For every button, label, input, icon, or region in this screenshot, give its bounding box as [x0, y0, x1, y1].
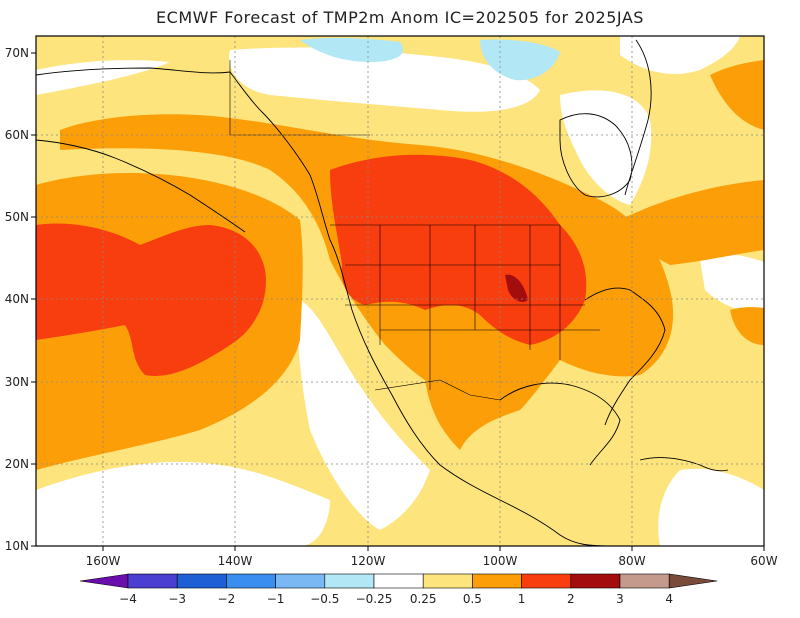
- coastlines: [36, 39, 729, 546]
- coastline-aleutian: [36, 139, 246, 233]
- colorbar-label: −3: [168, 592, 186, 606]
- lon-label: 120W: [351, 554, 386, 568]
- coastline-gulf: [499, 382, 621, 466]
- colorbar-swatch: [324, 573, 375, 589]
- lat-label: 20N: [5, 457, 29, 471]
- neutral-region-south-pacific: [36, 461, 330, 546]
- lat-label: 70N: [5, 46, 29, 60]
- colorbar-swatch: [422, 573, 473, 589]
- lon-label: 140W: [218, 554, 253, 568]
- graticule: [36, 36, 764, 546]
- colorbar-swatch: [373, 573, 424, 589]
- colorbar-label: −0.25: [356, 592, 393, 606]
- coastline-hudson-bay: [559, 113, 633, 198]
- coastline-atlantic: [584, 287, 666, 426]
- state-borders-vertical: [379, 225, 561, 390]
- neutral-region-arctic: [229, 47, 540, 112]
- colorbar-swatch: [472, 573, 522, 589]
- map-frame: [35, 35, 765, 547]
- state-borders-horizontal: [345, 264, 600, 331]
- colorbar-label: −0.5: [310, 592, 339, 606]
- lon-labels: 160W 140W 120W 100W 80W 60W: [86, 554, 778, 568]
- colorbar-swatch: [226, 573, 276, 589]
- axis-ticks: [31, 52, 765, 551]
- colorbar-label: 2: [567, 592, 575, 606]
- borders: [229, 60, 600, 401]
- warm-region-labrador: [710, 60, 764, 130]
- lat-label: 50N: [5, 210, 29, 224]
- anomaly-field: [36, 36, 764, 546]
- cool-region-arctic-1: [300, 37, 404, 62]
- colorbar-swatch: [275, 573, 326, 589]
- colorbar-swatch: [176, 573, 227, 589]
- colorbar-arrow-left: [79, 573, 129, 589]
- lat-label: 30N: [5, 375, 29, 389]
- lon-label: 160W: [86, 554, 121, 568]
- colorbar-label: −2: [218, 592, 236, 606]
- colorbar-swatch: [619, 573, 670, 589]
- neutral-region-baja: [298, 300, 430, 530]
- lon-label: 100W: [483, 554, 518, 568]
- warm-region-atlantic-east: [730, 307, 764, 345]
- lat-label: 40N: [5, 292, 29, 306]
- coastline-caribbean: [639, 457, 729, 472]
- neutral-region-atlantic-north: [700, 254, 764, 312]
- colorbar: −4 −3 −2 −1 −0.5 −0.25 0.25 0.5 1 2 3 4: [79, 573, 718, 606]
- colorbar-label: 1: [518, 592, 526, 606]
- warm-region-max: [505, 274, 528, 302]
- lon-label: 80W: [618, 554, 645, 568]
- colorbar-label: 0.25: [410, 592, 437, 606]
- colorbar-swatch: [521, 573, 572, 589]
- neutral-region-atlantic-south: [658, 468, 764, 546]
- map-title: ECMWF Forecast of TMP2m Anom IC=202505 f…: [156, 8, 644, 27]
- colorbar-label: −4: [119, 592, 137, 606]
- neutral-region-greenland: [620, 36, 740, 75]
- border-us-mexico: [374, 379, 501, 401]
- lat-labels: 70N 60N 50N 40N 30N 20N 10N: [5, 46, 29, 553]
- colorbar-label: 3: [616, 592, 624, 606]
- coastline-pacific: [36, 67, 611, 546]
- warm-region-pacific-core: [36, 223, 266, 376]
- coastline-greenland-west: [624, 39, 652, 196]
- cool-region-arctic-2: [480, 39, 560, 81]
- warm-region-northeast: [620, 180, 764, 265]
- colorbar-label: 0.5: [463, 592, 482, 606]
- colorbar-arrow-right: [668, 573, 718, 589]
- neutral-region-hudson: [560, 90, 652, 205]
- lon-label: 60W: [750, 554, 777, 568]
- colorbar-swatch: [570, 573, 621, 589]
- lat-label: 10N: [5, 539, 29, 553]
- lat-label: 60N: [5, 128, 29, 142]
- colorbar-swatch: [127, 573, 178, 589]
- border-alaska: [229, 60, 370, 136]
- colorbar-label: 4: [665, 592, 673, 606]
- colorbar-label: −1: [267, 592, 285, 606]
